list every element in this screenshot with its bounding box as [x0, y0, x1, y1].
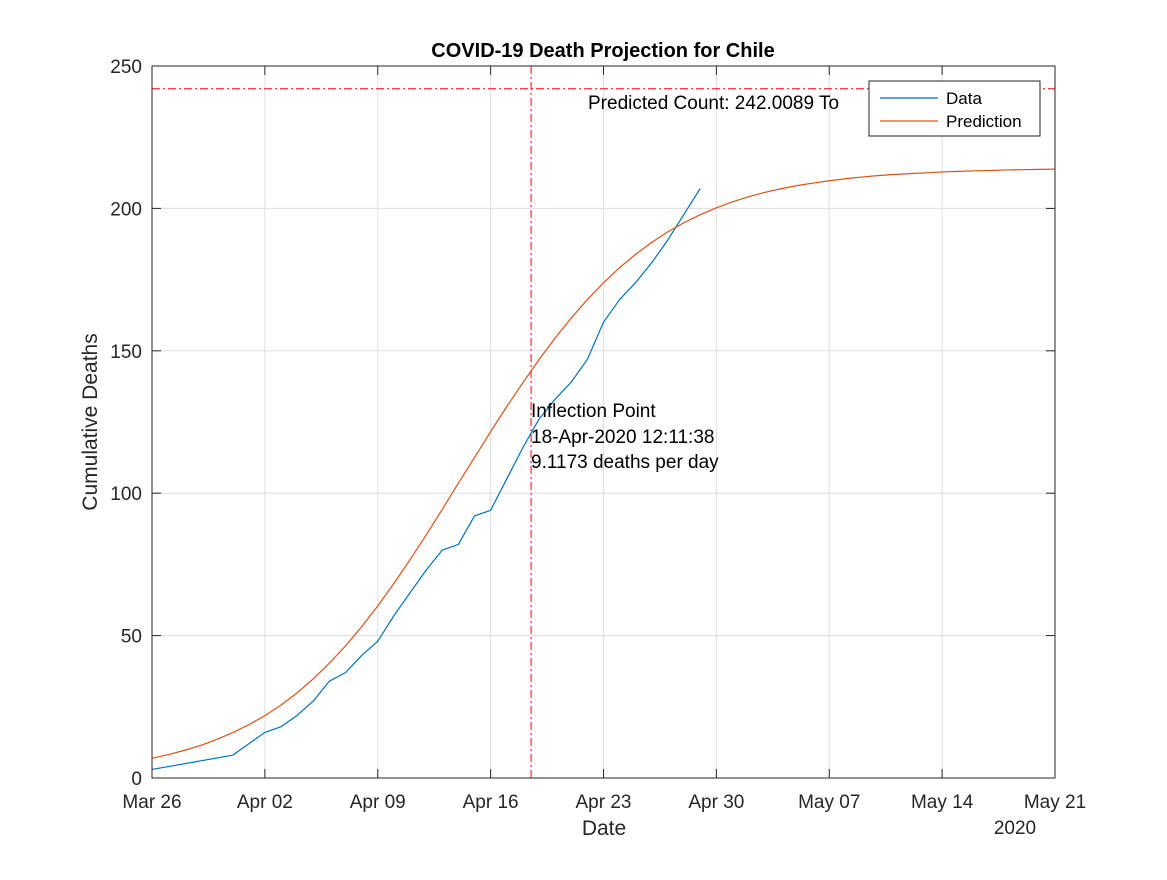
x-axis-year-label: 2020 [994, 818, 1036, 839]
inflection-date: 18-Apr-2020 12:11:38 [531, 427, 714, 448]
series-lines [151, 168, 1056, 771]
x-tick-label: May 14 [911, 792, 974, 813]
y-tick-label: 200 [110, 199, 142, 220]
legend-box [868, 80, 1041, 137]
legend-label-prediction: Prediction [946, 112, 1022, 131]
x-axis-label: Date [582, 817, 626, 840]
axis-ticks [151, 65, 1056, 779]
x-tick-label: Apr 30 [688, 792, 744, 813]
inflection-rate: 9.1173 deaths per day [531, 452, 719, 473]
inflection-title: Inflection Point [531, 401, 656, 422]
prediction-series-line [151, 168, 1056, 759]
x-tick-label: Apr 09 [350, 792, 406, 813]
x-tick-label: Mar 26 [122, 792, 181, 813]
x-tick-label: Apr 23 [576, 792, 632, 813]
x-tick-label: Apr 02 [237, 792, 293, 813]
tick-labels: Mar 26 Apr 02 Apr 09 Apr 16 Apr 23 Apr 30 May … [110, 57, 1086, 813]
legend-label-data: Data [946, 89, 982, 108]
y-axis-label: Cumulative Deaths [79, 333, 102, 510]
y-tick-label: 250 [110, 57, 142, 78]
predicted-count-annotation: Predicted Count: 242.0089 To [588, 93, 839, 114]
data-series-line [151, 188, 701, 771]
legend: Data Prediction [868, 80, 1041, 137]
x-tick-label: May 21 [1024, 792, 1086, 813]
y-tick-label: 100 [110, 484, 142, 505]
y-tick-label: 150 [110, 342, 142, 363]
chart-title: COVID-19 Death Projection for Chile [431, 40, 774, 62]
x-tick-label: Apr 16 [463, 792, 519, 813]
y-tick-label: 0 [131, 769, 142, 790]
x-tick-label: May 07 [798, 792, 860, 813]
y-tick-label: 50 [121, 627, 142, 648]
inflection-point-annotation: Inflection Point 18-Apr-2020 12:11:38 9.… [531, 401, 720, 473]
